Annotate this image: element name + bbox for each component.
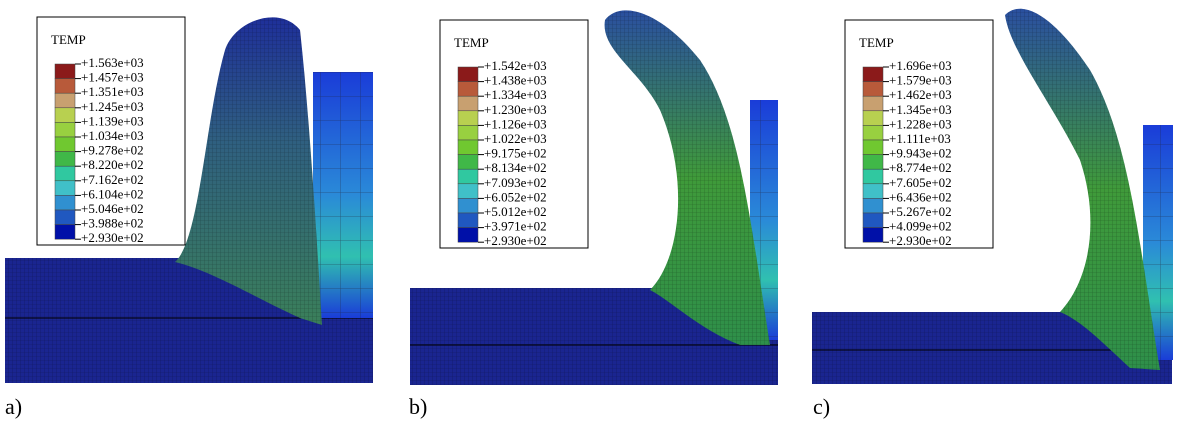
legend-value: +5.012e+02	[484, 204, 547, 219]
legend-value: +7.605e+02	[889, 175, 952, 190]
legend-swatch	[862, 227, 884, 243]
legend-swatch	[54, 165, 76, 182]
legend-value: +1.022e+03	[484, 131, 547, 146]
legend-swatch	[457, 227, 479, 243]
legend-swatch	[457, 125, 479, 141]
legend-swatch	[457, 183, 479, 199]
legend-swatch	[457, 110, 479, 126]
legend-value: +9.175e+02	[484, 146, 547, 161]
legend-value: +9.943e+02	[889, 146, 952, 161]
legend-swatch	[862, 95, 884, 112]
legend-swatch	[862, 212, 884, 228]
legend-title: TEMP	[859, 35, 894, 50]
legend-swatch	[862, 81, 884, 97]
legend-value: +1.245e+03	[81, 99, 144, 114]
legend-value: +1.139e+03	[81, 113, 144, 128]
legend-value: +1.111e+03	[889, 131, 951, 146]
legend-value: +7.162e+02	[81, 172, 144, 187]
legend-swatch	[862, 154, 884, 170]
panel-label: c)	[813, 394, 830, 419]
legend-value: +8.774e+02	[889, 160, 952, 175]
legend-value: +1.230e+03	[484, 102, 547, 117]
legend-swatch	[457, 66, 479, 82]
panel-label: a)	[5, 394, 22, 419]
legend-value: +1.462e+03	[889, 87, 952, 102]
legend-swatch	[54, 92, 76, 109]
legend-value: +1.345e+03	[889, 102, 952, 117]
legend-value: +6.052e+02	[484, 189, 547, 204]
legend-swatch	[54, 107, 76, 123]
legend-value: +1.563e+03	[81, 55, 144, 70]
legend-title: TEMP	[51, 32, 86, 47]
legend-value: +3.971e+02	[484, 219, 547, 234]
legend-swatch	[862, 183, 884, 199]
legend-value: +5.267e+02	[889, 204, 952, 219]
legend-swatch	[457, 81, 479, 97]
legend-value: +3.988e+02	[81, 216, 144, 231]
legend-value: +1.228e+03	[889, 116, 952, 131]
legend-swatch	[862, 125, 884, 141]
legend-swatch	[457, 198, 479, 214]
legend-swatch	[54, 136, 76, 152]
legend-swatch	[457, 95, 479, 112]
legend-swatch	[862, 168, 884, 185]
legend-swatch	[54, 180, 76, 196]
legend-value: +1.126e+03	[484, 116, 547, 131]
panel-b-model	[410, 10, 778, 385]
legend-value: +1.438e+03	[484, 73, 547, 88]
legend-value: +1.579e+03	[889, 73, 952, 88]
legend-value: +6.436e+02	[889, 189, 952, 204]
legend-swatch	[862, 66, 884, 82]
legend-value: +2.930e+02	[484, 233, 547, 248]
legend-swatch	[54, 151, 76, 167]
legend-value: +1.351e+03	[81, 84, 144, 99]
legend-swatch	[54, 78, 76, 94]
legend-value: +1.457e+03	[81, 70, 144, 85]
legend-value: +2.930e+02	[81, 230, 144, 245]
legend-value: +5.046e+02	[81, 201, 144, 216]
legend-title: TEMP	[454, 35, 489, 50]
legend-swatch	[54, 122, 76, 138]
legend-value: +4.099e+02	[889, 219, 952, 234]
legend-swatch	[457, 154, 479, 170]
legend-swatch	[54, 224, 76, 240]
legend-swatch	[54, 195, 76, 211]
panel-label: b)	[409, 394, 427, 419]
legend-value: +2.930e+02	[889, 233, 952, 248]
panel-c-model	[812, 8, 1173, 384]
legend-swatch	[862, 110, 884, 126]
legend-swatch	[457, 168, 479, 185]
panel-a-model	[5, 17, 373, 383]
legend-swatch	[54, 63, 76, 79]
legend-value: +7.093e+02	[484, 175, 547, 190]
legend-value: +1.034e+03	[81, 128, 144, 143]
legend-swatch	[862, 139, 884, 155]
legend-value: +6.104e+02	[81, 186, 144, 201]
legend-value: +1.542e+03	[484, 58, 547, 73]
legend-value: +8.220e+02	[81, 157, 144, 172]
legend-swatch	[862, 198, 884, 214]
legend-value: +8.134e+02	[484, 160, 547, 175]
legend-value: +1.334e+03	[484, 87, 547, 102]
legend-value: +1.696e+03	[889, 58, 952, 73]
legend-swatch	[54, 209, 76, 225]
legend-swatch	[457, 212, 479, 228]
legend-value: +9.278e+02	[81, 143, 144, 158]
legend-swatch	[457, 139, 479, 155]
